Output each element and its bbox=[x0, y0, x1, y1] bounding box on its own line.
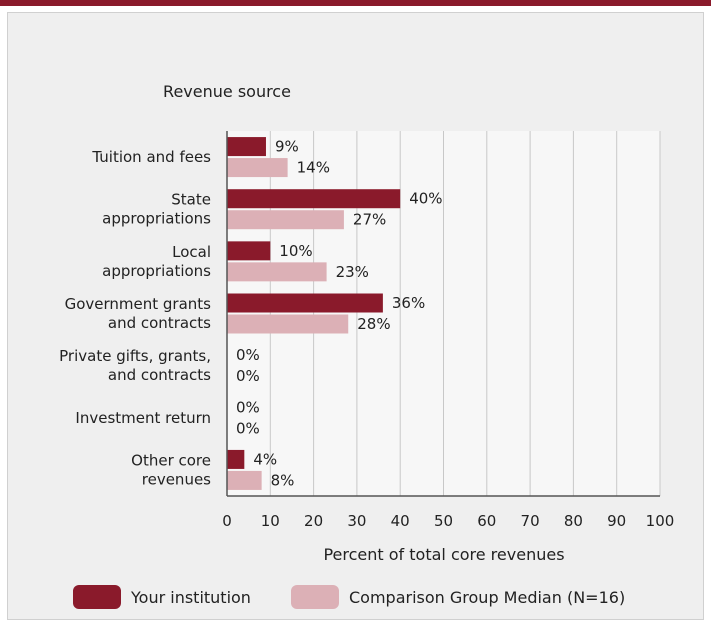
data-label-your-institution-3: 36% bbox=[392, 294, 425, 312]
bar-your-institution-0 bbox=[227, 137, 266, 156]
category-label-4-0: Private gifts, grants, bbox=[59, 347, 211, 365]
category-label-2-1: appropriations bbox=[102, 262, 211, 280]
bar-your-institution-3 bbox=[227, 294, 383, 313]
bar-comparison-group-3 bbox=[227, 315, 348, 334]
bar-your-institution-2 bbox=[227, 241, 270, 260]
data-label-your-institution-6: 4% bbox=[253, 450, 277, 468]
data-label-comparison-group-1: 27% bbox=[353, 211, 386, 229]
chart-title: Revenue source bbox=[163, 82, 291, 101]
x-tick-label-70: 70 bbox=[521, 512, 540, 530]
bar-comparison-group-1 bbox=[227, 210, 344, 229]
category-label-1-1: appropriations bbox=[102, 210, 211, 228]
data-label-your-institution-0: 9% bbox=[275, 138, 299, 156]
bar-comparison-group-2 bbox=[227, 262, 327, 281]
data-label-comparison-group-0: 14% bbox=[297, 159, 330, 177]
x-tick-label-60: 60 bbox=[477, 512, 496, 530]
data-label-your-institution-4: 0% bbox=[236, 346, 260, 364]
legend-label-comparison-group: Comparison Group Median (N=16) bbox=[349, 588, 625, 607]
legend-label-your-institution: Your institution bbox=[131, 588, 251, 607]
x-tick-labels: 0 10 20 30 40 50 60 70 80 90 100 bbox=[222, 512, 674, 530]
x-tick-label-90: 90 bbox=[607, 512, 626, 530]
category-label-3-1: and contracts bbox=[108, 314, 211, 332]
category-label-1-0: State bbox=[171, 191, 211, 209]
x-tick-label-30: 30 bbox=[347, 512, 366, 530]
category-label-3-0: Government grants bbox=[65, 295, 212, 313]
data-label-comparison-group-5: 0% bbox=[236, 419, 260, 437]
data-label-comparison-group-4: 0% bbox=[236, 367, 260, 385]
data-label-comparison-group-3: 28% bbox=[357, 315, 390, 333]
bar-your-institution-6 bbox=[227, 450, 244, 469]
bar-your-institution-1 bbox=[227, 189, 400, 208]
x-tick-label-100: 100 bbox=[646, 512, 675, 530]
x-tick-label-40: 40 bbox=[391, 512, 410, 530]
category-label-4-1: and contracts bbox=[108, 366, 211, 384]
category-label-6-1: revenues bbox=[142, 470, 211, 488]
category-label-2-0: Local bbox=[172, 243, 211, 261]
category-label-5-0: Investment return bbox=[75, 409, 211, 427]
data-label-your-institution-5: 0% bbox=[236, 398, 260, 416]
x-axis-label: Percent of total core revenues bbox=[323, 545, 564, 564]
x-tick-label-50: 50 bbox=[434, 512, 453, 530]
x-tick-label-10: 10 bbox=[261, 512, 280, 530]
x-tick-label-80: 80 bbox=[564, 512, 583, 530]
legend-item-comparison-group: Comparison Group Median (N=16) bbox=[291, 584, 625, 610]
data-label-comparison-group-2: 23% bbox=[336, 263, 369, 281]
bar-comparison-group-6 bbox=[227, 471, 262, 490]
x-tick-label-0: 0 bbox=[222, 512, 232, 530]
legend-swatch-comparison-group bbox=[291, 585, 339, 609]
legend-item-your-institution: Your institution bbox=[73, 584, 251, 610]
category-label-6-0: Other core bbox=[131, 451, 211, 469]
data-label-your-institution-2: 10% bbox=[279, 242, 312, 260]
legend-swatch-your-institution bbox=[73, 585, 121, 609]
bar-comparison-group-0 bbox=[227, 158, 288, 177]
data-label-your-institution-1: 40% bbox=[409, 190, 442, 208]
category-label-0-0: Tuition and fees bbox=[91, 148, 211, 166]
category-labels: Tuition and feesStateappropriationsLocal… bbox=[59, 148, 211, 488]
x-tick-label-20: 20 bbox=[304, 512, 323, 530]
data-label-comparison-group-6: 8% bbox=[271, 471, 295, 489]
